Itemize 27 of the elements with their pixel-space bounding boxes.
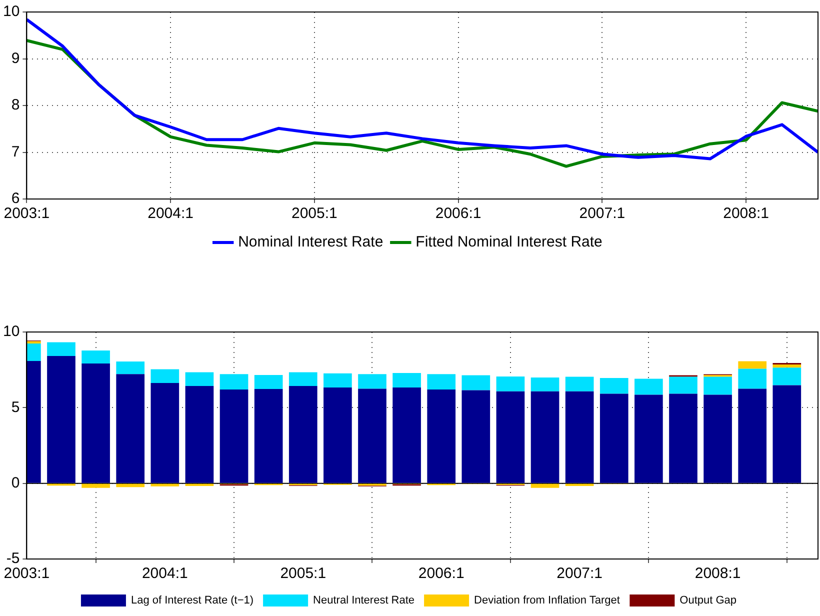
y-tick-label: 5 [11, 398, 20, 416]
y-tick-label: 8 [11, 96, 20, 114]
x-tick-label: 2006:1 [418, 565, 464, 582]
legend-label: Fitted Nominal Interest Rate [416, 234, 602, 251]
y-tick-label: 0 [11, 474, 20, 492]
x-tick-label: 2005:1 [291, 205, 338, 222]
legend-label: Output Gap [680, 594, 737, 607]
x-tick-label: 2005:1 [280, 565, 326, 582]
y-tick-label: 10 [2, 3, 20, 20]
x-tick-label: 2006:1 [435, 205, 482, 222]
x-tick-label: 2008:1 [694, 565, 741, 582]
y-tick-label: -5 [6, 550, 20, 568]
y-tick-label: 9 [11, 50, 20, 67]
x-tick-label: 2004:1 [142, 565, 188, 582]
legend-label: Lag of Interest Rate (t−1) [130, 594, 254, 607]
x-tick-label: 2003:1 [4, 205, 50, 222]
y-tick-label: 6 [11, 190, 20, 208]
x-tick-label: 2008:1 [723, 205, 770, 222]
x-tick-label: 2007:1 [556, 565, 603, 582]
legend-label: Neutral Interest Rate [313, 594, 415, 607]
legend-label: Deviation from Inflation Target [474, 594, 620, 607]
x-tick-label: 2004:1 [148, 205, 194, 222]
legend-label: Nominal Interest Rate [238, 234, 384, 251]
y-tick-label: 7 [11, 143, 20, 160]
y-tick-label: 10 [2, 323, 20, 340]
x-tick-label: 2007:1 [579, 205, 626, 222]
x-tick-label: 2003:1 [4, 565, 50, 582]
